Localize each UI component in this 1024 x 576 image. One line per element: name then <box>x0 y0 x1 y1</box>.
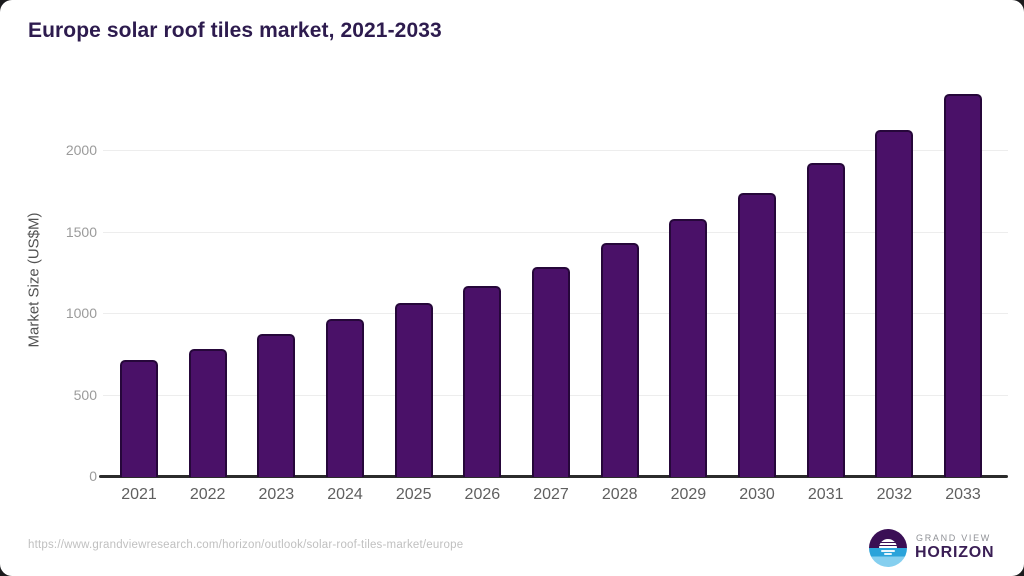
bar-2024[interactable] <box>326 319 364 477</box>
x-tick-label: 2033 <box>945 486 981 503</box>
grid-line <box>103 231 1008 233</box>
sun-glyph <box>879 539 897 548</box>
bar-2031[interactable] <box>806 163 845 477</box>
bar-2021[interactable] <box>120 360 158 477</box>
sun-reflection-line <box>881 550 895 552</box>
x-tick-label: 2022 <box>189 486 226 503</box>
x-tick-label: 2031 <box>807 486 844 503</box>
bar-2025[interactable] <box>394 303 433 477</box>
bar-2026[interactable] <box>463 286 502 477</box>
x-tick-label: 2021 <box>121 486 157 503</box>
grand-view-horizon-logo: GRAND VIEW HORIZON <box>869 529 999 569</box>
logo-product-name: HORIZON <box>915 544 995 561</box>
x-tick-label: 2024 <box>327 486 363 503</box>
bar-2027[interactable] <box>532 267 571 477</box>
horizon-sun-icon <box>869 529 907 567</box>
x-tick-label: 2023 <box>258 486 295 503</box>
x-tick-label: 2032 <box>876 486 913 503</box>
x-tick-label: 2027 <box>533 486 569 503</box>
plot-area <box>99 90 1008 478</box>
y-tick-label: 1500 <box>65 223 97 240</box>
y-tick-label: 2000 <box>65 142 97 158</box>
grid-line <box>103 150 1008 151</box>
x-tick-label: 2025 <box>395 486 432 503</box>
source-url[interactable]: https://www.grandviewresearch.com/horizo… <box>28 539 464 551</box>
bar-2030[interactable] <box>738 193 777 477</box>
sun-reflection-line <box>884 553 892 555</box>
bar-2022[interactable] <box>188 349 227 477</box>
y-tick-label: 0 <box>89 468 97 484</box>
x-tick-label: 2028 <box>601 486 638 503</box>
y-tick-label: 1000 <box>65 305 97 321</box>
chart-title: Europe solar roof tiles market, 2021-203… <box>28 19 442 42</box>
bar-2033[interactable] <box>944 94 983 477</box>
x-tick-label: 2029 <box>670 486 707 503</box>
bar-2032[interactable] <box>875 130 914 477</box>
x-tick-label: 2030 <box>739 486 775 503</box>
bar-2023[interactable] <box>257 334 296 477</box>
logo-brand-name: GRAND VIEW <box>916 533 992 543</box>
bar-2028[interactable] <box>600 243 639 477</box>
bar-2029[interactable] <box>669 219 708 477</box>
y-tick-label: 500 <box>73 386 97 403</box>
x-tick-label: 2026 <box>464 486 501 503</box>
